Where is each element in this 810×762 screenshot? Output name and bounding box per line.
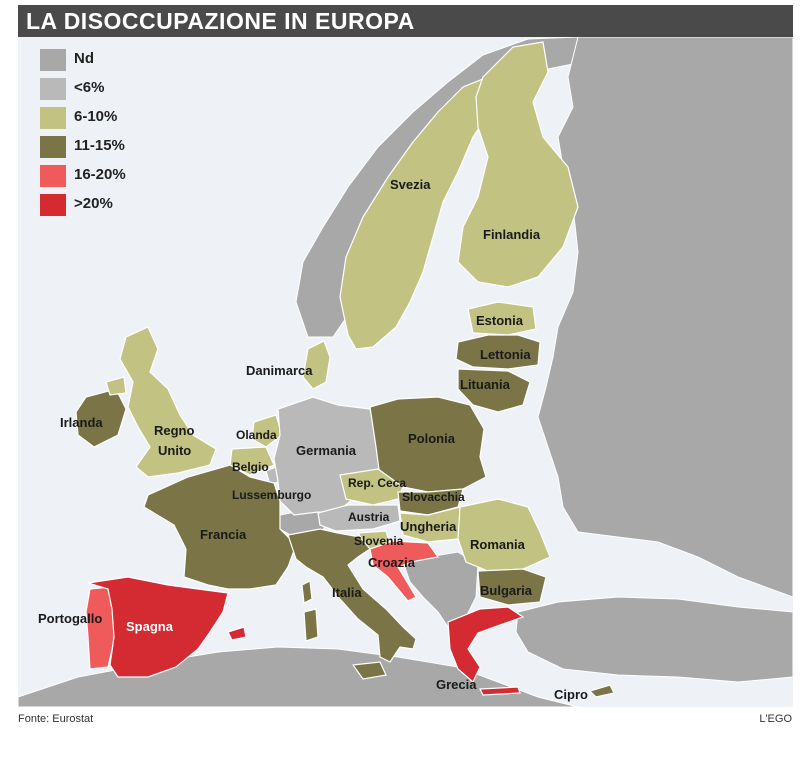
title-bar: LA DISOCCUPAZIONE IN EUROPA [18, 5, 793, 37]
country-olanda [251, 414, 283, 448]
country-romania [457, 498, 551, 572]
credit-note: L'EGO [759, 713, 792, 725]
legend-item: 6-10% [40, 107, 170, 129]
country-spagna [87, 576, 229, 678]
country-croazia [369, 540, 440, 602]
label-danimarca: Danimarca [246, 363, 313, 378]
country-italia-sicilia [351, 661, 387, 680]
label-regno-2: Unito [158, 443, 191, 458]
country-regno-unito [119, 326, 217, 478]
country-italia [287, 528, 417, 663]
label-olanda: Olanda [236, 428, 277, 442]
label-finlandia: Finlandia [483, 227, 541, 242]
label-romania: Romania [470, 537, 526, 552]
label-spagna: Spagna [126, 619, 174, 634]
label-rep-ceca: Rep. Ceca [348, 476, 406, 490]
legend-item: <6% [40, 78, 170, 100]
country-italia-sardegna [303, 608, 319, 642]
legend-swatch [40, 194, 66, 216]
legend-item: 16-20% [40, 165, 170, 187]
country-danimarca [302, 340, 331, 390]
legend-label: 11-15% [74, 137, 125, 154]
label-regno-1: Regno [154, 423, 195, 438]
label-belgio: Belgio [232, 460, 269, 474]
label-portogallo: Portogallo [38, 611, 102, 626]
label-svezia: Svezia [390, 177, 431, 192]
legend-swatch [40, 49, 66, 71]
country-francia [143, 464, 297, 590]
legend-swatch [40, 136, 66, 158]
country-estonia [467, 301, 537, 336]
label-ungheria: Ungheria [400, 519, 457, 534]
legend-label: Nd [74, 50, 94, 67]
country-spagna-baleari [227, 626, 247, 641]
label-grecia: Grecia [436, 677, 477, 692]
country-grecia-creta [479, 686, 521, 696]
legend-swatch [40, 78, 66, 100]
label-austria: Austria [348, 510, 390, 524]
country-grecia [447, 606, 525, 683]
label-estonia: Estonia [476, 313, 524, 328]
label-polonia: Polonia [408, 431, 456, 446]
europe-map: Svezia Finlandia Estonia Lettonia Lituan… [18, 37, 793, 707]
country-finlandia [457, 41, 579, 288]
country-bulgaria [477, 568, 547, 606]
legend-item: >20% [40, 194, 170, 216]
legend-item: 11-15% [40, 136, 170, 158]
page-title: LA DISOCCUPAZIONE IN EUROPA [26, 8, 415, 34]
label-cipro: Cipro [554, 687, 588, 702]
source-note: Fonte: Eurostat [18, 713, 94, 725]
label-lussemburgo: Lussemburgo [232, 488, 311, 502]
label-francia: Francia [200, 527, 247, 542]
non-eu-land [18, 37, 793, 707]
label-lettonia: Lettonia [480, 347, 531, 362]
map-frame: Svezia Finlandia Estonia Lettonia Lituan… [18, 37, 793, 707]
label-bulgaria: Bulgaria [480, 583, 533, 598]
country-belgio [229, 446, 275, 476]
legend-label: >20% [74, 195, 113, 212]
country-lettonia [455, 334, 541, 370]
region-russia [537, 37, 793, 598]
legend-label: 6-10% [74, 108, 118, 125]
label-slovacchia: Slovacchia [402, 490, 465, 504]
label-germania: Germania [296, 443, 357, 458]
legend-swatch [40, 165, 66, 187]
country-rep-ceca [339, 468, 404, 506]
legend-label: 16-20% [74, 166, 126, 183]
country-francia-corsica [301, 580, 313, 604]
region-turkey [515, 596, 793, 683]
label-italia: Italia [332, 585, 362, 600]
legend-swatch [40, 107, 66, 129]
label-irlanda: Irlanda [60, 415, 103, 430]
label-croazia: Croazia [368, 555, 416, 570]
legend-item: Nd [40, 49, 170, 71]
legend-label: <6% [74, 79, 105, 96]
country-regno-unito-ni [105, 376, 127, 396]
country-cipro [588, 684, 615, 698]
country-labels: Svezia Finlandia Estonia Lettonia Lituan… [38, 177, 588, 702]
eu-countries [75, 41, 615, 698]
country-austria [317, 504, 401, 532]
label-slovenia: Slovenia [354, 534, 404, 548]
country-lituania [457, 368, 531, 413]
label-lituania: Lituania [460, 377, 511, 392]
